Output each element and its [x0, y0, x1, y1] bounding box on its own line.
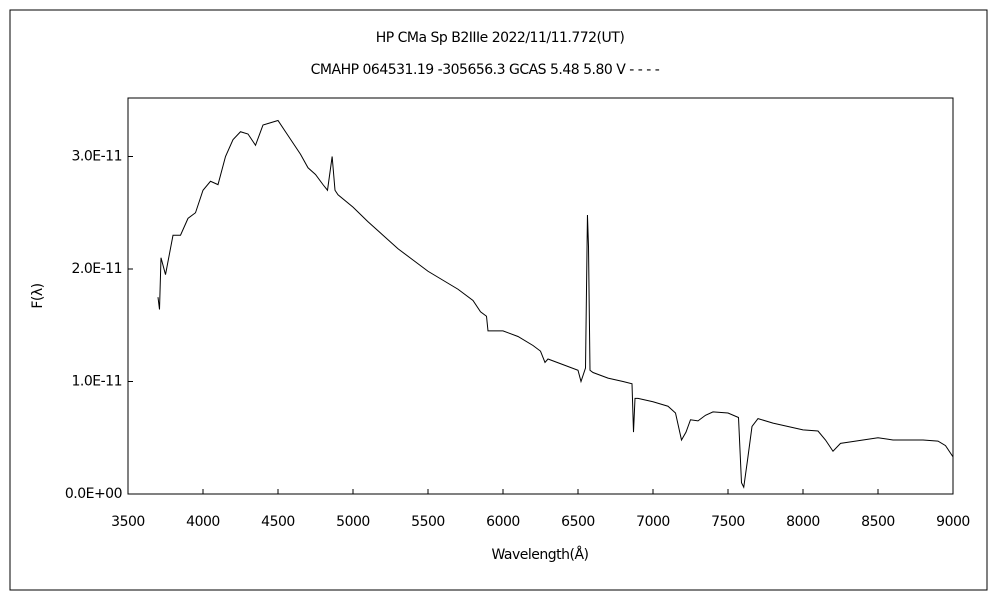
- plot-area: [127, 97, 954, 495]
- y-tick-label: 2.0E-11: [72, 261, 122, 277]
- x-tick-label: 8000: [786, 514, 820, 530]
- y-axis-label: F(λ): [30, 283, 46, 308]
- chart-subtitle: CMAHP 064531.19 -305656.3 GCAS 5.48 5.80…: [311, 62, 660, 78]
- x-tick-label: 5500: [411, 514, 445, 530]
- x-tick-label: 3500: [111, 514, 145, 530]
- y-tick-label: 0.0E+00: [65, 486, 122, 502]
- spectrum-line: [157, 119, 954, 489]
- x-tick-label: 4000: [186, 514, 220, 530]
- x-tick-label: 7500: [711, 514, 745, 530]
- x-tick-label: 7000: [636, 514, 670, 530]
- y-tick-label: 3.0E-11: [72, 149, 122, 165]
- frame: [9, 9, 988, 591]
- x-axis-label: Wavelength(Å): [491, 546, 588, 563]
- x-tick-label: 6000: [486, 514, 520, 530]
- chart-title: HP CMa Sp B2IIIe 2022/11/11.772(UT): [376, 30, 625, 46]
- x-tick-label: 8500: [861, 514, 895, 530]
- x-tick-label: 6500: [561, 514, 595, 530]
- y-tick-label: 1.0E-11: [72, 374, 122, 390]
- x-tick-label: 4500: [261, 514, 295, 530]
- x-tick-label: 9000: [936, 514, 970, 530]
- x-tick-label: 5000: [336, 514, 370, 530]
